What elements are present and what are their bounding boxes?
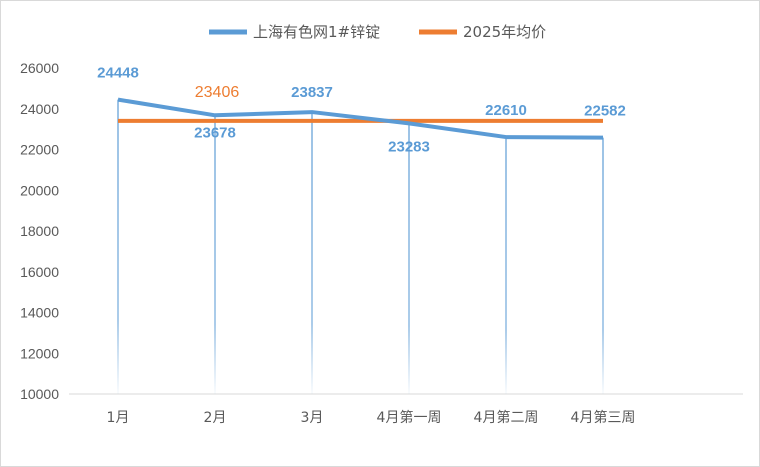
x-tick-label: 4月第三周 xyxy=(571,409,636,426)
series-lines xyxy=(117,97,604,140)
drop-lines xyxy=(117,99,604,395)
series-line-zinc xyxy=(117,97,604,140)
data-label-zinc: 22610 xyxy=(485,102,527,119)
x-tick-label: 2月 xyxy=(204,410,227,426)
y-tick-label: 18000 xyxy=(20,223,59,239)
data-label-zinc: 24448 xyxy=(97,65,139,82)
data-label-zinc: 23283 xyxy=(388,138,430,155)
data-label-average: 23406 xyxy=(195,84,240,101)
data-label-zinc: 23678 xyxy=(194,124,236,141)
drop-line xyxy=(602,137,604,394)
legend-label-average: 2025年均价 xyxy=(463,23,546,41)
data-label-zinc: 23837 xyxy=(291,84,333,101)
legend: 上海有色网1#锌锭 2025年均价 xyxy=(209,23,546,41)
y-tick-label: 26000 xyxy=(20,60,59,76)
y-tick-label: 22000 xyxy=(20,142,59,158)
y-tick-label: 24000 xyxy=(20,101,59,117)
y-tick-label: 16000 xyxy=(20,264,59,280)
x-tick-label: 3月 xyxy=(301,410,324,426)
drop-line xyxy=(505,137,507,395)
x-tick-label: 1月 xyxy=(107,410,130,426)
y-tick-label: 10000 xyxy=(20,386,59,402)
drop-line xyxy=(408,123,410,394)
axes: 10000 12000 14000 16000 18000 20000 22000 24000… xyxy=(20,60,743,426)
drop-line xyxy=(117,99,119,394)
drop-line xyxy=(311,112,313,395)
y-tick-label: 12000 xyxy=(20,345,59,361)
y-tick-label: 14000 xyxy=(20,305,59,321)
x-tick-label: 4月第一周 xyxy=(377,409,442,426)
legend-label-zinc: 上海有色网1#锌锭 xyxy=(253,23,380,41)
data-labels: 24448 23678 23837 23283 22610 22582 23406 xyxy=(97,65,626,156)
drop-line xyxy=(214,115,216,394)
y-tick-label: 20000 xyxy=(20,182,59,198)
data-label-zinc: 22582 xyxy=(584,103,626,120)
x-tick-label: 4月第二周 xyxy=(474,409,539,426)
